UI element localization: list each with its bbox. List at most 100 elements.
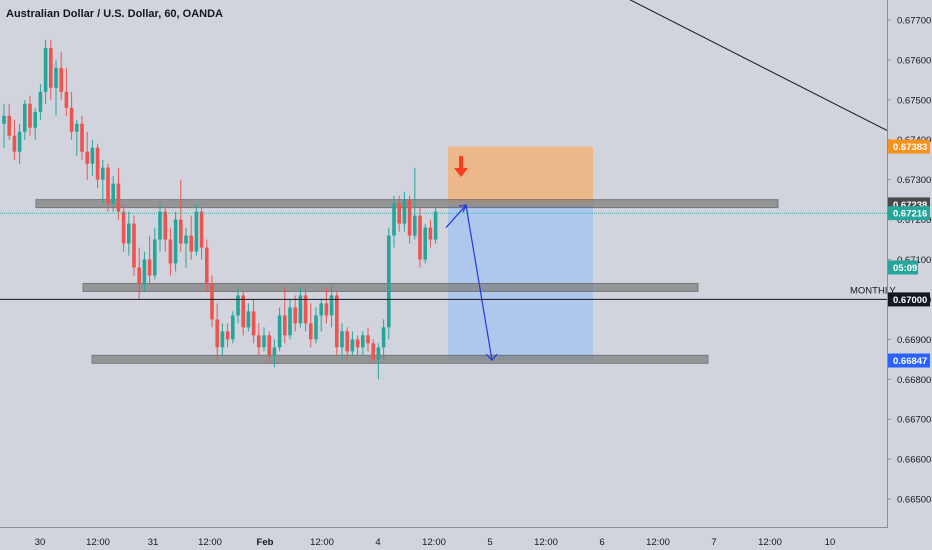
candle-body — [59, 67, 63, 92]
candle-body — [293, 307, 297, 324]
candle-body — [23, 103, 27, 132]
price-tick-label: 0.67500 — [897, 95, 931, 106]
price-tag-label: 0.67000 — [893, 295, 927, 306]
candle-body — [184, 235, 188, 244]
price-tick-label: 0.66500 — [897, 495, 931, 506]
price-tick-label: 0.67700 — [897, 15, 931, 26]
candle-body — [194, 211, 199, 252]
candle-body — [397, 203, 401, 224]
candle-body — [257, 335, 261, 348]
candle-body — [28, 103, 32, 128]
candle-body — [355, 339, 360, 348]
time-tick-label: 12:00 — [646, 537, 670, 548]
time-axis[interactable]: 30 12:00 31 12:00 Feb 12:00 4 12:00 5 12:00 6 12:00… — [35, 537, 836, 548]
candle-body — [153, 239, 157, 276]
candle-body — [303, 295, 308, 324]
candle-body — [361, 335, 365, 348]
monthly-level-label: MONTHLY — [850, 285, 896, 296]
price-tag — [888, 292, 930, 307]
price-tag-label: 05:09 — [893, 263, 917, 274]
candle-body — [179, 219, 183, 244]
candle-body — [85, 151, 89, 164]
candle-body — [262, 335, 266, 348]
candle-body — [345, 331, 349, 352]
candle-body — [413, 215, 417, 236]
candle-body — [381, 327, 386, 348]
candle-body — [231, 315, 235, 340]
candle-body — [428, 227, 433, 240]
price-zone — [35, 199, 779, 209]
candle-body — [106, 167, 110, 204]
candle-body — [163, 211, 167, 240]
candle-body — [423, 227, 427, 260]
candle-body — [147, 259, 152, 276]
price-tag-label: 0.67238 — [893, 200, 927, 211]
candle-body — [215, 319, 219, 348]
price-tag — [888, 260, 918, 275]
candle-body — [298, 295, 303, 324]
candle-body — [90, 147, 95, 164]
candle-body — [267, 335, 271, 356]
candle-body — [173, 219, 178, 264]
candle-body — [33, 111, 37, 128]
candle-body — [132, 223, 136, 268]
candle-body — [220, 331, 225, 348]
candle-body — [43, 47, 48, 92]
take-profit-zone — [448, 204, 593, 361]
candle-body — [49, 47, 53, 88]
candle-body — [111, 183, 115, 204]
candle-body — [64, 91, 69, 108]
time-tick-label: 10 — [825, 537, 836, 548]
price-zone — [91, 354, 709, 364]
candle-body — [387, 235, 391, 328]
candle-body — [17, 131, 22, 152]
time-tick-label: 12:00 — [534, 537, 558, 548]
sell-signal-arrow — [454, 156, 468, 177]
candle-body — [54, 67, 58, 88]
candle-body — [277, 315, 282, 348]
candle-body — [376, 347, 381, 360]
candle-body — [324, 303, 329, 316]
price-tick-label: 0.67300 — [897, 175, 931, 186]
time-tick-label: 7 — [711, 537, 716, 548]
price-tag-label: 0.67216 — [893, 209, 927, 220]
candle-body — [116, 183, 121, 212]
candle-body — [69, 107, 74, 132]
chart-title: Australian Dollar / U.S. Dollar, 60, OAN… — [6, 8, 223, 20]
candle-body — [95, 147, 100, 180]
candle-body — [433, 211, 438, 240]
time-tick-label: Feb — [257, 537, 274, 548]
time-tick-label: 12:00 — [198, 537, 222, 548]
price-tick-label: 0.66600 — [897, 455, 931, 466]
candle-body — [80, 123, 84, 152]
candle-body — [199, 211, 204, 248]
price-tag — [888, 206, 930, 221]
candle-body — [329, 295, 334, 316]
candle-body — [225, 331, 230, 340]
candle-body — [121, 211, 126, 244]
candle-body — [407, 199, 412, 236]
price-tick-label: 0.67200 — [897, 215, 931, 226]
price-tick-label: 0.66900 — [897, 335, 931, 346]
candle-body — [205, 247, 209, 284]
candle-body — [288, 307, 292, 336]
candles-layer — [2, 39, 438, 380]
candle-body — [251, 311, 256, 336]
candle-body — [101, 167, 105, 180]
candle-body — [335, 295, 339, 348]
price-tick-label: 0.67600 — [897, 55, 931, 66]
candle-body — [283, 315, 287, 336]
candle-body — [168, 239, 173, 264]
candle-body — [142, 259, 147, 284]
time-tick-label: 12:00 — [86, 537, 110, 548]
candle-body — [241, 295, 245, 328]
projection-arrowhead-down — [485, 353, 498, 362]
candle-body — [350, 339, 355, 352]
price-tag — [888, 353, 930, 368]
candle-body — [210, 283, 214, 320]
candle-body — [371, 343, 375, 360]
candle-body — [75, 123, 79, 132]
time-tick-label: 6 — [599, 537, 604, 548]
